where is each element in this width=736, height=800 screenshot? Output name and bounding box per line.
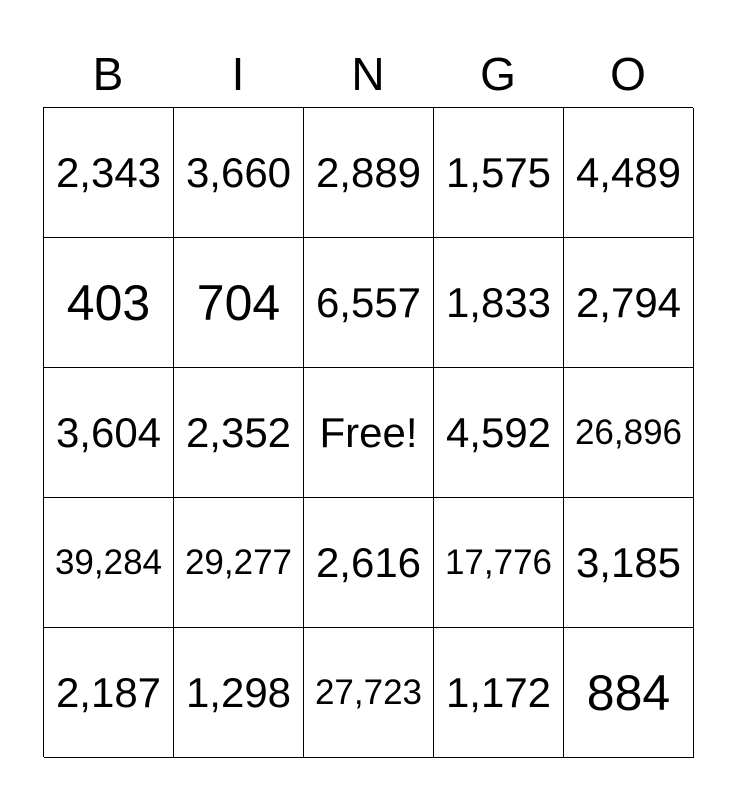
bingo-cell: 6,557 xyxy=(304,238,434,368)
bingo-cell: 2,187 xyxy=(44,628,174,758)
bingo-cell: 2,616 xyxy=(304,498,434,628)
header-letter-n: N xyxy=(351,48,385,100)
bingo-cell: 3,185 xyxy=(564,498,694,628)
bingo-cell: 26,896 xyxy=(564,368,694,498)
bingo-cell: 1,575 xyxy=(434,108,564,238)
bingo-cell: 4,489 xyxy=(564,108,694,238)
bingo-cell: 2,343 xyxy=(44,108,174,238)
bingo-cell: 1,833 xyxy=(434,238,564,368)
bingo-cell: 2,794 xyxy=(564,238,694,368)
bingo-cell: 4,592 xyxy=(434,368,564,498)
header-letter-b: B xyxy=(92,48,124,100)
header-letter-i: I xyxy=(231,48,245,100)
bingo-cell: 17,776 xyxy=(434,498,564,628)
header-letter-o: O xyxy=(610,48,646,100)
bingo-cell: 29,277 xyxy=(174,498,304,628)
header-letter-g: G xyxy=(480,48,516,100)
bingo-header: B I N G O xyxy=(43,44,693,104)
bingo-cell: 1,172 xyxy=(434,628,564,758)
bingo-card-grid: 2,343 3,660 2,889 1,575 4,489 403 704 6,557 1,83… xyxy=(43,107,694,758)
free-space-cell: Free! xyxy=(304,368,434,498)
bingo-cell: 884 xyxy=(564,628,694,758)
bingo-cell: 704 xyxy=(174,238,304,368)
bingo-cell: 403 xyxy=(44,238,174,368)
bingo-cell: 39,284 xyxy=(44,498,174,628)
bingo-cell: 2,352 xyxy=(174,368,304,498)
bingo-cell: 1,298 xyxy=(174,628,304,758)
bingo-cell: 3,604 xyxy=(44,368,174,498)
bingo-cell: 27,723 xyxy=(304,628,434,758)
bingo-cell: 2,889 xyxy=(304,108,434,238)
bingo-cell: 3,660 xyxy=(174,108,304,238)
